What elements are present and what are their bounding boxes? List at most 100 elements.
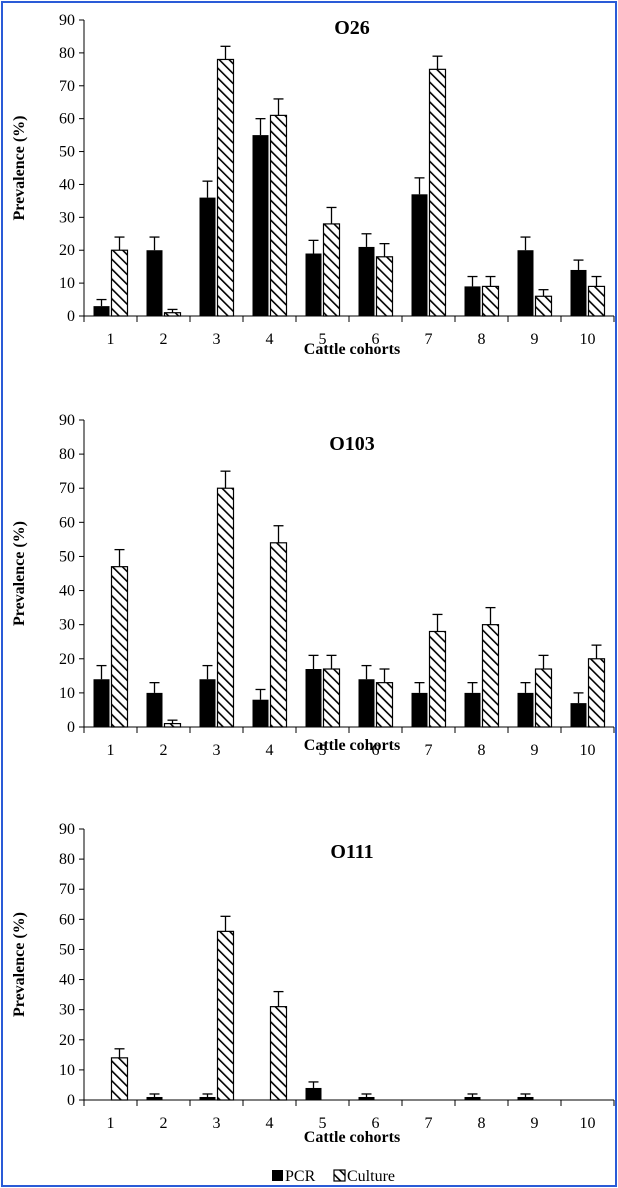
chart-title: O111 [330,841,373,863]
x-tick-label: 6 [372,1115,380,1132]
bar-culture [428,630,447,728]
bar-culture [375,682,394,728]
x-tick-label: 6 [372,331,380,348]
bar-pcr [252,699,269,727]
bar-pcr [252,135,269,316]
bar-pcr [358,246,375,316]
x-tick-label: 5 [319,1115,327,1132]
legend-label-pcr: PCR [285,1168,316,1185]
x-tick-label: 10 [580,1115,596,1132]
x-axis-title: Cattle cohorts [304,1129,400,1146]
x-tick-label: 7 [425,742,433,759]
x-axis-title: Cattle cohorts [304,341,400,358]
y-tick-label: 30 [59,1002,75,1019]
y-tick-label: 10 [59,685,75,702]
bar-culture [216,58,235,317]
bar-culture [587,285,606,317]
y-tick-label: 80 [59,45,75,62]
x-tick-label: 9 [531,1115,539,1132]
y-tick-label: 80 [59,446,75,463]
x-tick-label: 8 [478,742,486,759]
x-tick-label: 2 [160,331,168,348]
bar-pcr [146,250,163,316]
y-tick-label: 10 [59,1062,75,1079]
bar-culture [428,68,447,317]
x-tick-label: 6 [372,742,380,759]
x-tick-label: 8 [478,1115,486,1132]
bar-culture [587,658,606,728]
bar-pcr [570,269,587,316]
bar-culture [269,1006,288,1101]
bar-culture [375,256,394,317]
y-tick-label: 90 [59,412,75,429]
x-tick-label: 10 [580,742,596,759]
bar-culture [110,566,129,728]
bar-pcr [358,679,375,727]
x-tick-label: 5 [319,331,327,348]
x-tick-label: 8 [478,331,486,348]
bar-culture [481,624,500,728]
y-tick-label: 0 [67,308,75,325]
bar-pcr [199,679,216,727]
bar-pcr [305,253,322,316]
x-tick-label: 4 [266,742,274,759]
legend: PCR Culture [272,1168,395,1185]
y-tick-label: 40 [59,972,75,989]
y-tick-label: 40 [59,583,75,600]
legend-swatch-pcr [272,1170,283,1181]
bar-culture [216,930,235,1101]
y-tick-label: 30 [59,617,75,634]
y-tick-label: 70 [59,78,75,95]
bar-culture [269,114,288,317]
y-tick-label: 50 [59,941,75,958]
y-tick-label: 40 [59,176,75,193]
y-tick-label: 50 [59,548,75,565]
bar-culture [216,487,235,728]
bar-pcr [464,286,481,316]
chart-title: O103 [329,433,375,455]
y-tick-label: 70 [59,480,75,497]
y-tick-label: 0 [67,1092,75,1109]
x-tick-label: 7 [425,1115,433,1132]
bar-culture [163,312,182,317]
bar-culture [110,1057,129,1101]
y-tick-label: 10 [59,275,75,292]
x-tick-label: 5 [319,742,327,759]
bar-pcr [93,679,110,727]
x-tick-label: 2 [160,1115,168,1132]
x-axis-title: Cattle cohorts [304,737,400,754]
bar-pcr [305,669,322,727]
x-tick-label: 1 [107,331,115,348]
bar-culture [322,223,341,317]
bar-culture [269,542,288,728]
y-axis-title: Prevalence (%) [11,912,28,1017]
chart-panel-o103: 0 10 20 30 40 50 60 70 80 90 Prevalence (%) O103 Cat… [11,412,615,759]
bar-pcr [146,1096,163,1100]
y-tick-label: 20 [59,651,75,668]
y-tick-label: 30 [59,209,75,226]
bar-pcr [411,692,428,727]
legend-swatch-culture [333,1169,346,1182]
bar-culture [534,295,553,317]
chart-panel-o111: 0 10 20 30 40 50 60 70 80 90 Prevalence (%) O111 Cat… [11,821,615,1146]
bar-pcr [305,1087,322,1100]
y-tick-label: 90 [59,821,75,838]
x-tick-label: 3 [213,742,221,759]
bar-pcr [199,1096,216,1100]
bar-pcr [517,1096,534,1100]
y-tick-label: 0 [67,719,75,736]
bar-culture [163,722,182,728]
y-tick-label: 70 [59,881,75,898]
y-axis-title: Prevalence (%) [11,521,28,626]
bar-culture [481,285,500,317]
bar-pcr [93,306,110,316]
x-tick-label: 4 [266,1115,274,1132]
x-tick-label: 1 [107,1115,115,1132]
y-axis-title: Prevalence (%) [11,116,28,221]
x-tick-label: 2 [160,742,168,759]
x-tick-label: 4 [266,331,274,348]
bar-pcr [464,1096,481,1100]
x-tick-label: 9 [531,742,539,759]
